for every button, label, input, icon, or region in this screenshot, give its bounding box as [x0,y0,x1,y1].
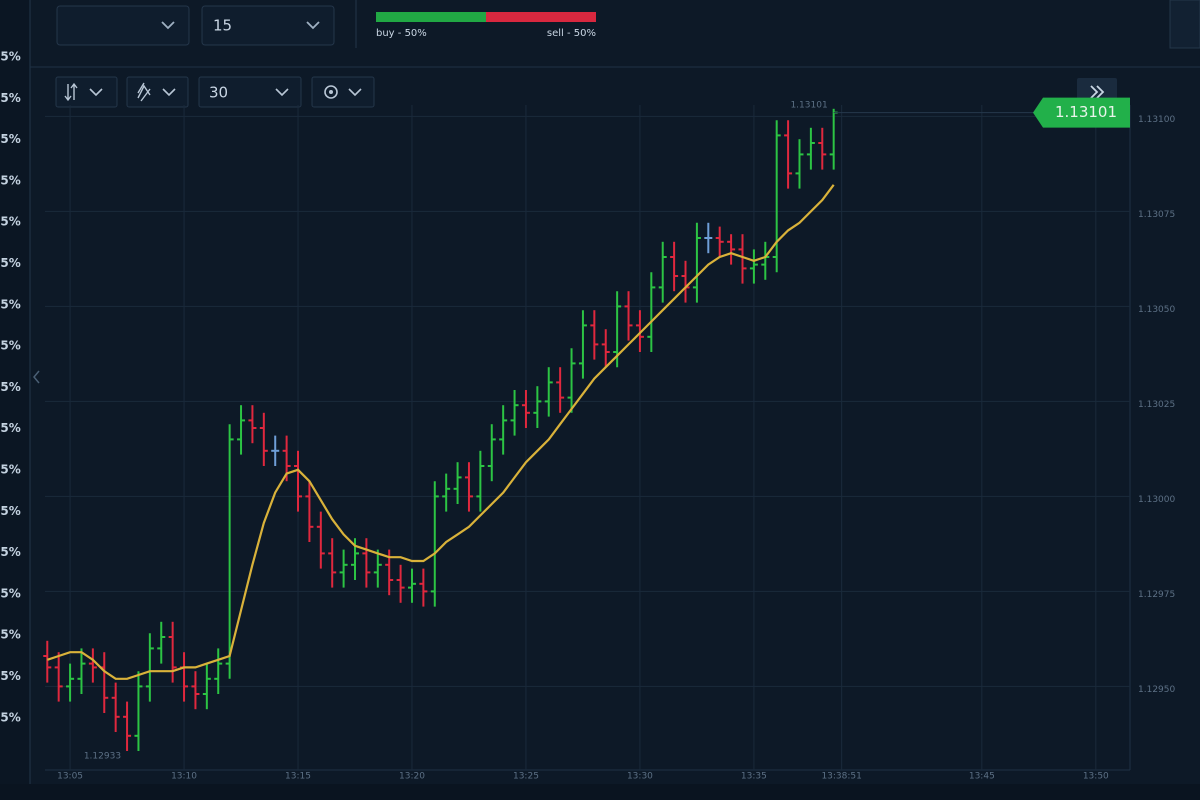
side-percent: 75% [0,586,21,600]
y-tick-label: 1.13050 [1138,305,1175,315]
icon [137,82,151,102]
chevron [161,21,175,30]
chevron [275,88,289,97]
indicators-button[interactable] [126,76,189,108]
last-price-tag [1033,97,1130,128]
low-label: 1.12933 [84,752,121,762]
top-right-button[interactable] [1169,0,1200,49]
period-select[interactable] [198,76,302,108]
side-percent: 75% [0,256,21,270]
side-percent: 75% [0,504,21,518]
double-chevron [1090,85,1105,99]
x-tick-label: 13:20 [399,772,425,782]
high-label: 1.13101 [790,100,827,110]
x-tick-label: 13:05 [57,772,83,782]
side-percent: 75% [0,710,21,724]
sell-label: sell - 50% [547,28,596,39]
x-tick-label: 13:30 [627,772,653,782]
x-tick-label: 13:45 [969,772,995,782]
icon [64,82,78,102]
side-percent: 75% [0,628,21,642]
side-percent: 75% [0,173,21,187]
side-percent: 75% [0,339,21,353]
side-panel [0,0,30,800]
buy-label: buy - 50% [376,28,427,39]
timeframe: 15 [213,17,232,35]
asset-select[interactable] [56,5,190,46]
y-tick-label: 1.13075 [1138,210,1175,220]
y-tick-label: 1.13000 [1138,495,1175,505]
side-percent: 75% [0,421,21,435]
side-percent: 75% [0,669,21,683]
moving-average [46,184,835,680]
sell-bar [486,12,596,22]
side-percent: 75% [0,91,21,105]
side-percent: 75% [0,132,21,146]
grid: 1.12950 1.12975 1.13000 1.13025 1.13050 1.130… [45,105,1175,782]
side-percent: 75% [0,545,21,559]
gear-icon [324,85,338,99]
buy-bar [376,12,486,22]
chevron [348,88,362,97]
side-percent: 75% [0,297,21,311]
x-tick-label: 13:38:51 [821,772,861,782]
x-tick-label: 13:35 [741,772,767,782]
side-percent: 75% [0,463,21,477]
y-tick-label: 1.13025 [1138,400,1175,410]
x-tick-label: 13:10 [171,772,197,782]
collapse-arrow[interactable] [33,370,40,384]
side-percent: 75% [0,50,21,64]
x-tick-label: 13:15 [285,772,311,782]
x-tick-label: 13:25 [513,772,539,782]
timeframe-select[interactable] [201,5,335,46]
period: 30 [209,84,228,102]
side-percent: 75% [0,380,21,394]
chart-type-button[interactable] [55,76,118,108]
x-tick-label: 13:50 [1083,772,1109,782]
chevron [162,88,176,97]
side-percent: 75% [0,215,21,229]
chevron [306,21,320,30]
footer [0,784,1200,800]
chevron [89,88,103,97]
plot: 1.13101 1.13101 1.12933 [43,97,1130,762]
y-tick-label: 1.13100 [1138,115,1175,125]
last-price-label: 1.13101 [1055,103,1117,121]
settings-button[interactable] [311,76,375,108]
y-tick-label: 1.12975 [1138,590,1175,600]
gear-center [329,90,333,94]
y-tick-label: 1.12950 [1138,685,1175,695]
